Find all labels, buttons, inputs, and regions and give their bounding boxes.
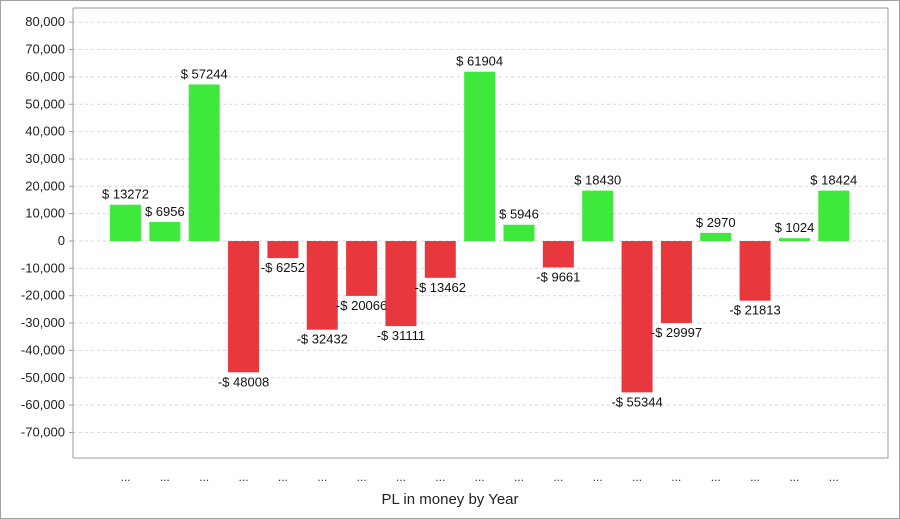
x-tick-label: ... <box>160 470 170 484</box>
x-tick-label: ... <box>750 470 760 484</box>
data-label: -$ 31111 <box>377 328 425 343</box>
y-tick-label: 30,000 <box>25 151 65 166</box>
x-tick-label: ... <box>120 470 130 484</box>
data-label: $ 18430 <box>574 173 621 188</box>
bar <box>346 241 378 296</box>
y-tick-label: 40,000 <box>25 124 65 139</box>
data-label: $ 1024 <box>775 220 815 235</box>
x-axis-title: PL in money by Year <box>381 491 519 508</box>
data-label: $ 61904 <box>456 54 503 69</box>
x-tick-label: ... <box>199 470 209 484</box>
data-label: -$ 20066 <box>336 298 387 313</box>
bar <box>582 190 614 241</box>
bar <box>306 241 338 330</box>
bar <box>228 241 260 373</box>
data-label: $ 13272 <box>102 187 149 202</box>
bar <box>542 241 574 268</box>
data-label: $ 18424 <box>810 173 857 188</box>
x-tick-label: ... <box>789 470 799 484</box>
x-tick-label: ... <box>278 470 288 484</box>
y-tick-label: 10,000 <box>25 206 65 221</box>
data-label: -$ 6252 <box>261 260 305 275</box>
data-label: -$ 21813 <box>729 303 780 318</box>
bar <box>110 204 141 241</box>
data-label: -$ 9661 <box>536 269 580 284</box>
bar <box>149 221 181 241</box>
y-tick-label: -60,000 <box>21 397 65 412</box>
x-tick-label: ... <box>553 470 563 484</box>
data-label: $ 2970 <box>696 215 736 230</box>
y-tick-label: 80,000 <box>25 14 65 29</box>
bar <box>464 71 496 241</box>
bar <box>778 238 810 241</box>
bar <box>700 232 732 241</box>
x-tick-label: ... <box>239 470 249 484</box>
bar <box>621 241 653 393</box>
x-tick-label: ... <box>357 470 367 484</box>
bar <box>660 241 692 324</box>
y-tick-label: -10,000 <box>21 260 65 275</box>
bar <box>267 241 299 259</box>
bar <box>188 84 220 242</box>
x-tick-label: ... <box>514 470 524 484</box>
x-tick-label: ... <box>632 470 642 484</box>
data-label: -$ 29997 <box>651 325 702 340</box>
bar <box>424 241 456 278</box>
data-label: -$ 13462 <box>415 280 466 295</box>
bar <box>818 190 850 241</box>
x-tick-label: ... <box>593 470 603 484</box>
y-tick-label: 50,000 <box>25 96 65 111</box>
data-label: -$ 32432 <box>297 332 348 347</box>
x-tick-label: ... <box>671 470 681 484</box>
data-label: -$ 48008 <box>218 374 269 389</box>
x-tick-label: ... <box>475 470 485 484</box>
x-tick-label: ... <box>829 470 839 484</box>
y-tick-label: 20,000 <box>25 178 65 193</box>
x-tick-label: ... <box>711 470 721 484</box>
y-tick-label: -50,000 <box>21 370 65 385</box>
data-label: -$ 55344 <box>611 394 662 409</box>
y-tick-label: -40,000 <box>21 342 65 357</box>
bar <box>739 241 771 301</box>
y-tick-label: 0 <box>58 233 65 248</box>
y-tick-label: 70,000 <box>25 42 65 57</box>
y-tick-label: 60,000 <box>25 69 65 84</box>
x-tick-label: ... <box>317 470 327 484</box>
y-tick-label: -70,000 <box>21 424 65 439</box>
data-label: $ 5946 <box>499 207 539 222</box>
x-tick-label: ... <box>396 470 406 484</box>
y-tick-label: -20,000 <box>21 288 65 303</box>
y-tick-label: -30,000 <box>21 315 65 330</box>
x-tick-label: ... <box>435 470 445 484</box>
data-label: $ 57244 <box>181 66 228 81</box>
data-label: $ 6956 <box>145 204 185 219</box>
bar <box>503 224 535 241</box>
bar <box>385 241 417 327</box>
